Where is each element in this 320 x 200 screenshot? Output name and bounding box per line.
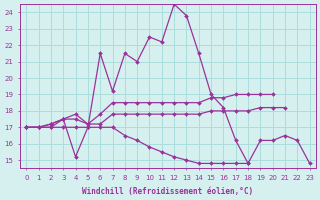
X-axis label: Windchill (Refroidissement éolien,°C): Windchill (Refroidissement éolien,°C) [83, 187, 253, 196]
